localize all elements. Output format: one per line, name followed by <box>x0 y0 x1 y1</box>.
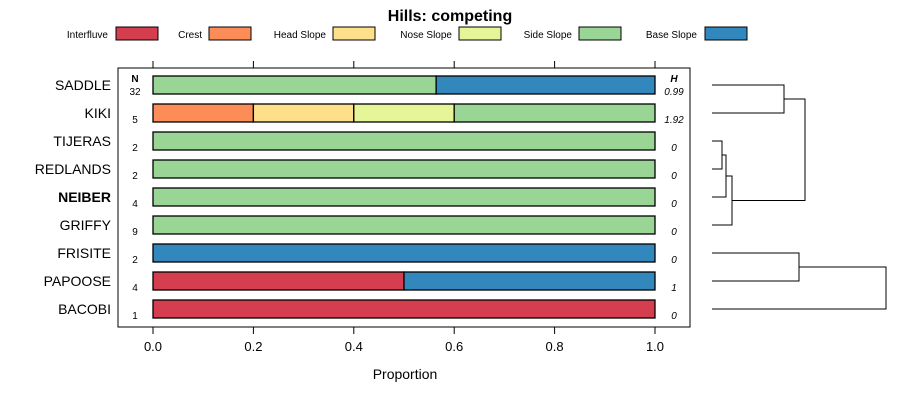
row-h-value: 0.99 <box>664 87 684 98</box>
bar-segment-side-slope <box>152 159 656 179</box>
bar-segment-nose-slope <box>353 103 455 123</box>
row-n-value: 1 <box>132 311 138 322</box>
row-h-value: 0 <box>671 255 677 266</box>
legend-swatch-crest <box>208 26 252 41</box>
legend-label-head-slope: Head Slope <box>274 30 327 41</box>
x-axis-label: Proportion <box>373 366 438 382</box>
row-h-value: 0 <box>671 227 677 238</box>
bar-segment-base-slope <box>152 243 656 263</box>
bar-segment-interfluve <box>152 271 405 291</box>
row-n-value: 2 <box>132 255 138 266</box>
row-n-value: 2 <box>132 143 138 154</box>
row-h-value: 0 <box>671 171 677 182</box>
bar-row-redlands: REDLANDS 2 0 <box>35 159 677 182</box>
bar-row-griffy: GRIFFY 9 0 <box>60 215 677 238</box>
legend-swatch-interfluve <box>115 26 159 41</box>
bar-segment-side-slope <box>453 103 656 123</box>
legend-label-side-slope: Side Slope <box>524 30 573 41</box>
row-n-value: 2 <box>132 171 138 182</box>
bar-segment-crest <box>152 103 255 123</box>
dendrogram <box>712 84 887 310</box>
bar-segment-side-slope <box>152 215 656 235</box>
bar-row-saddle: SADDLE 32 0.99 <box>55 75 684 98</box>
bar-segment-base-slope <box>403 271 656 291</box>
legend: Interfluve Crest Head Slope Nose Slope Side … <box>67 26 748 41</box>
dendrogram-branch <box>712 266 887 310</box>
n-column-header: N <box>131 74 138 85</box>
row-label: NEIBER <box>58 189 111 205</box>
row-n-value: 32 <box>129 87 141 98</box>
bar-row-papoose: PAPOOSE 4 1 <box>44 271 677 294</box>
bar-segment-head-slope <box>252 103 355 123</box>
top-axis-ticks <box>152 61 656 68</box>
h-column-header: H <box>670 74 678 85</box>
bar-segment-side-slope <box>152 75 437 95</box>
row-h-value: 0 <box>671 311 677 322</box>
dendrogram-branch <box>712 175 733 226</box>
dendrogram-branch <box>712 140 723 170</box>
row-label: TIJERAS <box>53 133 111 149</box>
legend-label-base-slope: Base Slope <box>646 30 698 41</box>
chart-title: Hills: competing <box>388 8 512 25</box>
x-tick-label: 0.2 <box>244 339 262 354</box>
bar-segment-side-slope <box>152 187 656 207</box>
bar-row-frisite: FRISITE 2 0 <box>57 243 677 266</box>
x-tick-label: 0.4 <box>345 339 363 354</box>
row-label: GRIFFY <box>60 217 112 233</box>
dendrogram-branch <box>712 84 785 114</box>
bar-segment-base-slope <box>435 75 656 95</box>
row-label: KIKI <box>85 105 111 121</box>
bar-row-kiki: KIKI 5 1.92 <box>85 103 684 126</box>
x-axis: 0.0 0.2 0.4 0.6 0.8 1.0 <box>144 327 664 354</box>
legend-swatch-side-slope <box>578 26 622 41</box>
bar-row-neiber: NEIBER 4 0 <box>58 187 677 210</box>
row-label: SADDLE <box>55 77 111 93</box>
legend-swatch-base-slope <box>704 26 748 41</box>
row-h-value: 1 <box>671 283 677 294</box>
row-label: FRISITE <box>57 245 111 261</box>
row-n-value: 4 <box>132 199 138 210</box>
plot-frame <box>117 67 691 328</box>
row-label: PAPOOSE <box>44 273 111 289</box>
bar-row-bacobi: BACOBI 1 0 <box>58 299 677 322</box>
row-h-value: 0 <box>671 199 677 210</box>
row-n-value: 9 <box>132 227 138 238</box>
row-h-value: 0 <box>671 143 677 154</box>
x-tick-label: 0.0 <box>144 339 162 354</box>
dendrogram-branch <box>712 252 800 282</box>
x-tick-label: 1.0 <box>646 339 664 354</box>
row-label: BACOBI <box>58 301 111 317</box>
bar-segment-side-slope <box>152 131 656 151</box>
row-h-value: 1.92 <box>664 115 684 126</box>
bar-row-tijeras: TIJERAS 2 0 <box>53 131 677 154</box>
x-tick-label: 0.8 <box>546 339 564 354</box>
dendrogram-branch <box>732 98 806 201</box>
legend-label-interfluve: Interfluve <box>67 30 109 41</box>
x-tick-label: 0.6 <box>445 339 463 354</box>
legend-label-crest: Crest <box>178 30 202 41</box>
row-label: REDLANDS <box>35 161 111 177</box>
legend-swatch-nose-slope <box>458 26 502 41</box>
bar-rows: SADDLE 32 0.99 KIKI 5 1.92 TIJERAS 2 0 REDLANDS 2 0… <box>35 75 684 322</box>
legend-swatch-head-slope <box>332 26 376 41</box>
legend-label-nose-slope: Nose Slope <box>400 30 452 41</box>
row-n-value: 5 <box>132 115 138 126</box>
row-n-value: 4 <box>132 283 138 294</box>
dendrogram-branch <box>712 154 727 198</box>
bar-segment-interfluve <box>152 299 656 319</box>
